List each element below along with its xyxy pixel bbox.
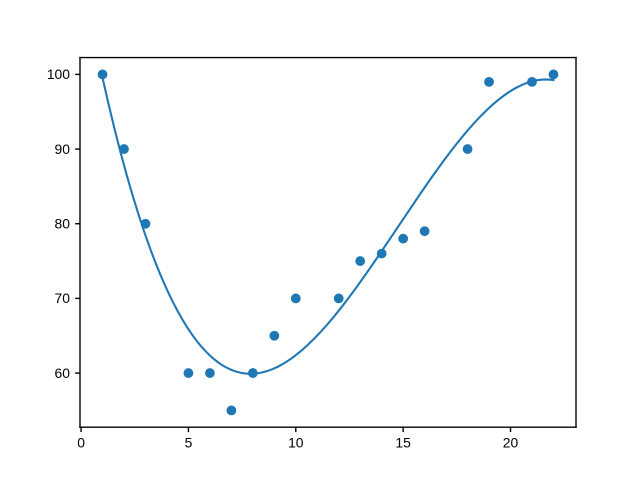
svg-text:20: 20 xyxy=(503,435,519,451)
svg-text:100: 100 xyxy=(47,66,70,82)
svg-text:5: 5 xyxy=(185,435,193,451)
svg-text:0: 0 xyxy=(77,435,85,451)
svg-text:90: 90 xyxy=(55,141,71,157)
svg-text:10: 10 xyxy=(288,435,304,451)
svg-text:60: 60 xyxy=(55,365,71,381)
svg-text:70: 70 xyxy=(55,290,71,306)
svg-text:15: 15 xyxy=(395,435,411,451)
svg-text:80: 80 xyxy=(55,216,71,232)
